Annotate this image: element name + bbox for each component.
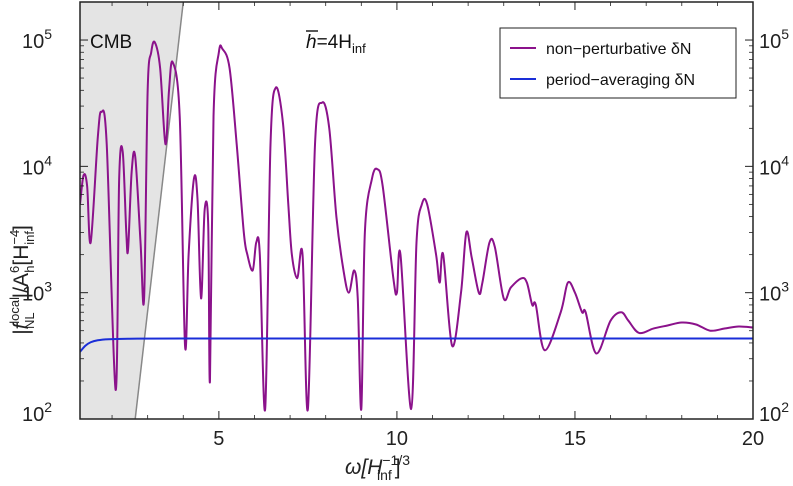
hbar-annotation: h=4Hinf xyxy=(306,32,366,56)
y-tick-label-left: 102 xyxy=(22,399,52,426)
y-tick-label-right: 103 xyxy=(759,279,789,306)
y-tick-label-right: 105 xyxy=(759,26,789,53)
x-tick-label: 5 xyxy=(213,428,224,450)
legend-label-nonpert: non−perturbative δN xyxy=(546,41,691,58)
legend-box xyxy=(499,27,737,99)
y-tick-label-left: 105 xyxy=(22,26,52,53)
x-tick-label: 20 xyxy=(742,428,764,450)
plot-frame xyxy=(79,1,754,420)
y-axis-label: |flocalNL|/A6h[H−4inf] xyxy=(7,225,37,335)
hbar-equation: =4H xyxy=(317,32,352,53)
x-tick-label: 15 xyxy=(564,428,586,450)
series-line-nonperturbative xyxy=(80,40,753,412)
hbar-symbol: h xyxy=(306,32,317,53)
series-line-period-averaging xyxy=(80,337,753,353)
cmb-label: CMB xyxy=(90,32,132,53)
hbar-subscript: inf xyxy=(352,41,366,56)
x-axis-label: ω[H−1/3 inf] xyxy=(345,452,410,483)
legend: non−perturbative δN period−averaging δN xyxy=(499,27,737,99)
y-tick-label-right: 102 xyxy=(759,399,789,426)
cmb-shaded-region xyxy=(80,2,184,419)
y-tick-label-right: 104 xyxy=(759,152,789,179)
y-tick-label-left: 103 xyxy=(22,279,52,306)
y-tick-label-left: 104 xyxy=(22,152,52,179)
legend-label-avg: period−averaging δN xyxy=(546,72,695,89)
x-tick-label: 10 xyxy=(386,428,408,450)
